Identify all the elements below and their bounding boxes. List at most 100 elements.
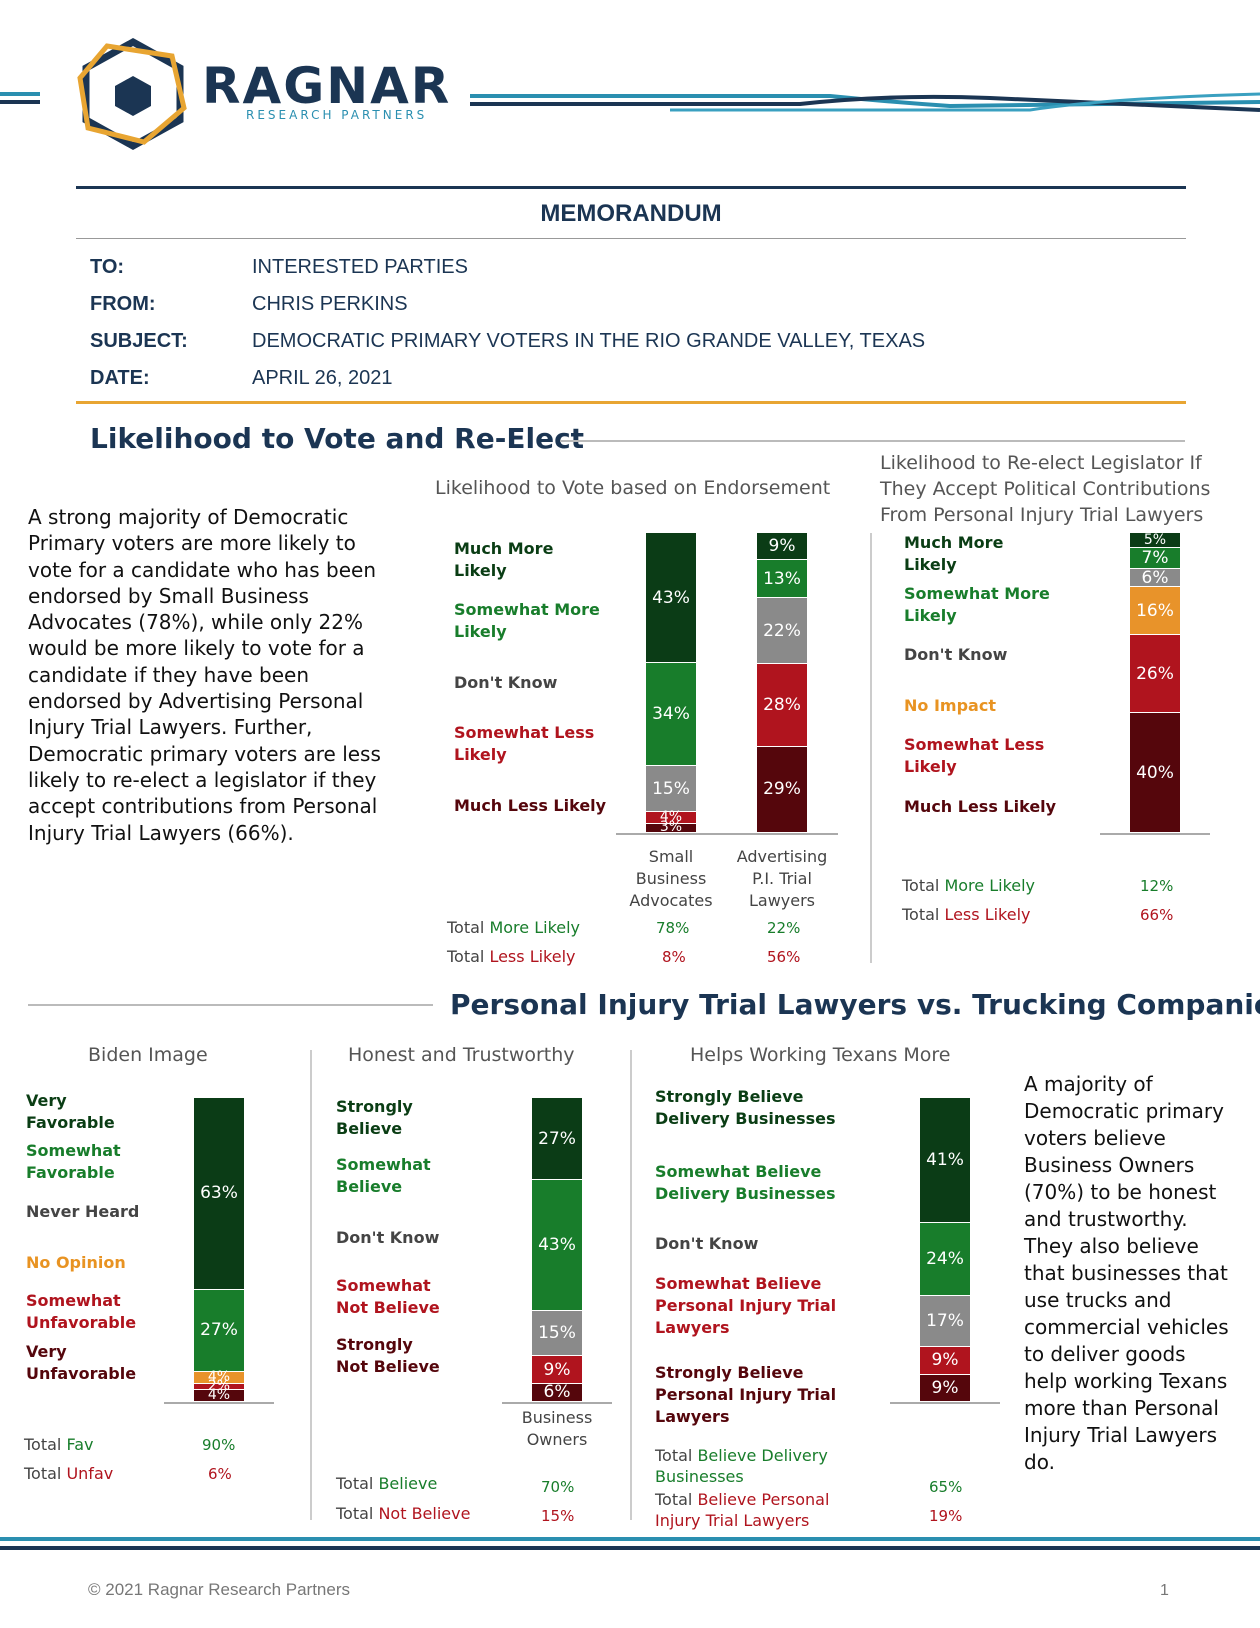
chart4-legend-dont-know: Don't Know [336,1228,440,1247]
chart2-total-more-word: More Likely [944,876,1036,895]
bar-segment-no-impact: 16% [1130,587,1180,635]
bar-segment-somewhat-believe-delivery-businesses: 24% [920,1222,970,1296]
bar-segment-somewhat-favorable: 27% [194,1289,244,1372]
memo-to-label: TO: [90,256,125,278]
ragnar-logo-icon [77,38,187,150]
chart3-bar: 63% 27% 4% 2% 4% [194,1098,244,1402]
bar-segment-strongly-believe-personal-injury-trial-lawyers: 9% [920,1374,970,1402]
chart2-title-line1: Likelihood to Re-elect Legislator If [880,452,1202,474]
chart2-total-more-label: Total More Likely [902,876,1035,895]
chart5-legend-strongly-pi: Strongly Believe Personal Injury Trial L… [655,1363,837,1426]
memo-from-value: CHRIS PERKINS [252,293,408,315]
section1-heading: Likelihood to Vote and Re-Elect [90,422,585,455]
chart3-legend-no-opinion: No Opinion [26,1253,126,1272]
chart3-legend-very-unfav: Very Unfavorable [26,1342,137,1383]
chart5-total-pi-prefix: Total [655,1490,698,1509]
chart1-cat-adv-line3: Lawyers [748,891,816,910]
chart1-total-less-small: 8% [662,948,686,966]
bar-segment-somewhat-less-likely: 26% [1130,635,1180,713]
bar-segment-somewhat-believe: 43% [532,1180,582,1311]
footer-rule-2 [0,1546,1260,1550]
bar-segment-somewhat-less-likely: 4% [646,810,696,824]
bar-segment-strongly-believe: 27% [532,1098,582,1181]
chart4-legend-somewhat-not: Somewhat Not Believe [336,1276,440,1317]
chart1-bar-advertising: 9% 13% 22% 28% 29% [757,533,807,833]
chart1-cat-small-line1: Small [648,847,694,866]
bar-segment-somewhat-unfavorable: 2% [194,1379,244,1393]
chart3-total-unfav-word: Unfav [66,1464,114,1483]
chart5-total-pi-label: Total Believe Personal Injury Trial Lawy… [655,1489,860,1531]
chart1-total-more-small: 78% [656,919,690,937]
chart5-title: Helps Working Texans More [690,1044,951,1066]
bar-segment-don-t-know: 22% [757,598,807,664]
chart2-legend-much-more: Much More Likely [904,533,1004,574]
chart2-total-less-prefix: Total [902,905,945,924]
chart5-legend-strongly-del: Strongly Believe Delivery Businesses [655,1087,836,1128]
bar-segment-much-more-likely: 43% [646,533,696,664]
chart4-total-not-label: Total Not Believe [336,1504,470,1523]
section1-body: A strong majority of Democratic Primary … [28,505,381,845]
memo-to-value: INTERESTED PARTIES [252,256,468,278]
bar-segment-no-opinion: 4% [194,1370,244,1384]
chart5-bar: 41% 24% 17% 9% 9% [920,1098,970,1402]
chart1-total-less-word: Less Likely [489,947,576,966]
bar-segment-don-t-know: 15% [646,766,696,812]
chart2-total-less-value: 66% [1140,906,1174,924]
chart3-total-fav-word: Fav [66,1435,94,1454]
bar-segment-don-t-know: 15% [532,1310,582,1357]
chart5-total-del-word: Believe Delivery Businesses [655,1446,828,1486]
chart3-legend-somewhat-unfav: Somewhat Unfavorable [26,1291,137,1332]
logo-tagline: RESEARCH PARTNERS [246,108,428,122]
chart2-title-line3: From Personal Injury Trial Lawyers [880,504,1204,526]
bar-segment-very-favorable: 63% [194,1098,244,1290]
chart5-legend-somewhat-pi: Somewhat Believe Personal Injury Trial L… [655,1274,837,1337]
chart4-category-business-owners: Business Owners [502,1407,612,1451]
chart1-legend-dont-know: Don't Know [454,673,558,692]
logo-wordmark: RAGNAR [202,57,452,115]
footer-rule-1 [0,1537,1260,1541]
footer-page-number: 1 [1160,1582,1169,1599]
chart4-bar: 27% 43% 15% 9% 6% [532,1098,582,1402]
chart5-total-pi-value: 19% [929,1507,963,1525]
chart2-legend-no-impact: No Impact [904,696,996,715]
chart-divider-3 [630,1050,632,1520]
section2-body: A majority of Democratic primary voters … [1024,1072,1229,1474]
chart4-total-believe-label: Total Believe [336,1474,437,1493]
chart3-title: Biden Image [88,1044,208,1066]
bar-segment-strongly-believe-delivery-businesses: 41% [920,1098,970,1223]
chart4-title: Honest and Trustworthy [348,1044,575,1066]
chart5-legend-somewhat-del: Somewhat Believe Delivery Businesses [655,1162,836,1203]
bar-segment-don-t-know: 6% [1130,568,1180,588]
bar-segment-much-less-likely: 40% [1130,713,1180,833]
bar-segment-somewhat-more-likely: 7% [1130,548,1180,569]
chart4-total-believe-word: Believe [378,1474,438,1493]
chart2-title-line2: They Accept Political Contributions [880,478,1211,500]
chart1-total-more-prefix: Total [447,918,490,937]
chart5-total-del-label: Total Believe Delivery Businesses [655,1445,855,1487]
chart4-total-not-value: 15% [541,1507,575,1525]
chart3-total-fav-value: 90% [202,1436,236,1454]
chart4-axis [502,1402,612,1404]
chart-divider-1 [870,533,872,963]
memo-title: MEMORANDUM [540,200,722,227]
chart1-total-less-adv: 56% [767,948,801,966]
chart-divider-2 [310,1050,312,1520]
header-left-stripe-2 [0,100,40,104]
memo-top-rule [76,186,1186,189]
chart2-axis [1100,833,1210,835]
chart5-total-del-prefix: Total [655,1446,698,1465]
chart1-cat-small-line3: Advocates [629,891,713,910]
chart3-legend-somewhat-fav: Somewhat Favorable [26,1141,121,1182]
chart2-total-more-prefix: Total [902,876,945,895]
memo-date-label: DATE: [90,367,150,389]
memo-subject-value: DEMOCRATIC PRIMARY VOTERS IN THE RIO GRA… [252,330,926,352]
bar-segment-much-more-likely: 9% [757,533,807,560]
chart2-legend-somewhat-more: Somewhat More Likely [904,584,1050,625]
chart3-total-unfav-label: Total Unfav [24,1464,113,1483]
chart5-total-pi-word: Believe Personal Injury Trial Lawyers [655,1490,830,1530]
chart3-axis [164,1402,274,1404]
chart2-legend-somewhat-less: Somewhat Less Likely [904,735,1045,776]
chart4-total-not-word: Not Believe [378,1504,471,1523]
chart1-cat-adv-line2: P.I. Trial [752,869,812,888]
chart1-legend-much-less: Much Less Likely [454,796,607,815]
